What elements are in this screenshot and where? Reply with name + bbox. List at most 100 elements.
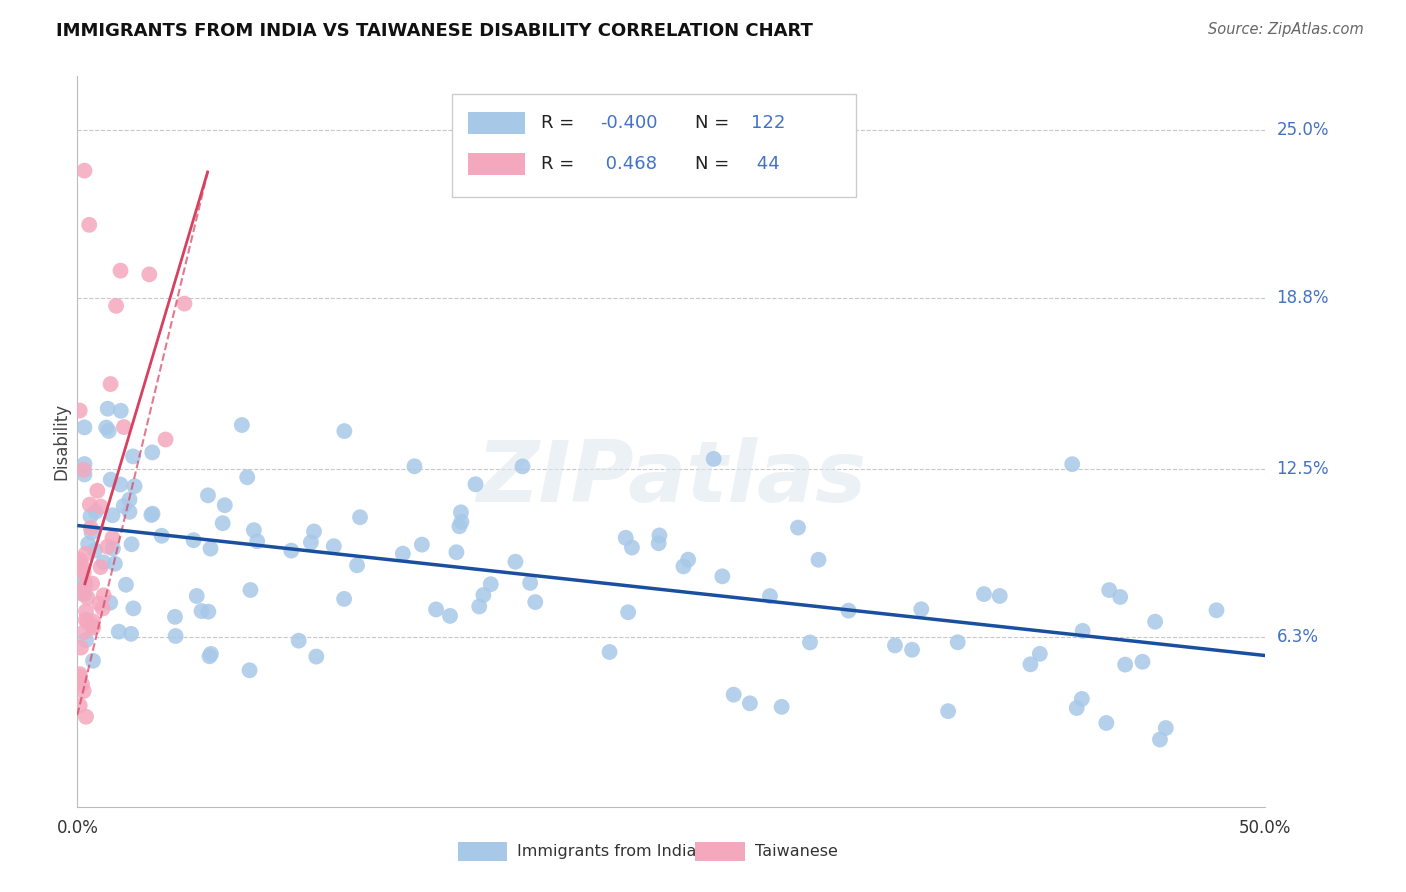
Point xyxy=(124,479,146,493)
Point xyxy=(198,649,221,664)
Point xyxy=(472,588,495,602)
Point xyxy=(97,401,120,416)
Point xyxy=(163,610,186,624)
Point xyxy=(231,417,253,432)
Point xyxy=(70,558,93,572)
Text: Taiwanese: Taiwanese xyxy=(755,844,838,859)
Point xyxy=(155,433,177,447)
Point xyxy=(243,523,266,537)
Point xyxy=(464,477,486,491)
Point xyxy=(75,613,97,627)
Point xyxy=(1062,457,1084,471)
Point xyxy=(183,533,205,548)
Point xyxy=(1109,590,1132,604)
Point xyxy=(121,537,143,551)
Point xyxy=(1066,701,1088,715)
Point xyxy=(69,586,91,600)
Point xyxy=(118,492,141,507)
Point xyxy=(112,420,135,434)
Point xyxy=(73,624,96,639)
Point xyxy=(69,670,91,684)
Point xyxy=(703,451,725,466)
Point xyxy=(246,534,269,549)
Point xyxy=(69,698,91,713)
Point xyxy=(138,268,160,282)
Point xyxy=(711,569,734,583)
Point xyxy=(1114,657,1136,672)
FancyBboxPatch shape xyxy=(468,112,526,135)
Point xyxy=(80,521,103,535)
Text: ZIPatlas: ZIPatlas xyxy=(477,436,866,520)
Point xyxy=(599,645,621,659)
Text: Immigrants from India: Immigrants from India xyxy=(517,844,696,859)
Point xyxy=(807,553,830,567)
Point xyxy=(96,420,118,434)
Point xyxy=(105,299,128,313)
Text: N =: N = xyxy=(695,154,735,172)
Point xyxy=(73,463,96,477)
Point xyxy=(186,589,208,603)
Point xyxy=(93,588,115,602)
Point xyxy=(901,642,924,657)
Point xyxy=(100,473,122,487)
Point xyxy=(505,555,527,569)
Point xyxy=(110,477,132,491)
Point xyxy=(101,541,124,556)
FancyBboxPatch shape xyxy=(451,95,855,196)
Point xyxy=(104,557,127,571)
Point xyxy=(76,615,98,629)
Point xyxy=(973,587,995,601)
Point xyxy=(120,627,142,641)
Point xyxy=(349,510,371,524)
Point xyxy=(77,218,100,232)
Point xyxy=(82,654,104,668)
Text: IMMIGRANTS FROM INDIA VS TAIWANESE DISABILITY CORRELATION CHART: IMMIGRANTS FROM INDIA VS TAIWANESE DISAB… xyxy=(56,22,813,40)
Point xyxy=(1144,615,1167,629)
Point xyxy=(70,677,93,691)
Text: 12.5%: 12.5% xyxy=(1277,459,1329,477)
Point xyxy=(200,647,222,661)
Point xyxy=(82,615,104,629)
Text: 25.0%: 25.0% xyxy=(1277,121,1329,139)
Point xyxy=(91,601,114,615)
Point xyxy=(76,591,98,605)
Point xyxy=(512,459,534,474)
Point xyxy=(101,508,124,523)
Text: 122: 122 xyxy=(751,114,786,132)
Point xyxy=(77,537,100,551)
Point xyxy=(1071,624,1094,638)
Point xyxy=(90,560,112,574)
Point xyxy=(838,604,860,618)
Point xyxy=(524,595,547,609)
Text: Source: ZipAtlas.com: Source: ZipAtlas.com xyxy=(1208,22,1364,37)
Point xyxy=(1132,655,1154,669)
Point xyxy=(1154,721,1177,735)
Point xyxy=(1205,603,1227,617)
Text: N =: N = xyxy=(695,114,735,132)
Point xyxy=(141,508,163,522)
Point xyxy=(759,589,782,603)
Point xyxy=(305,649,328,664)
Point xyxy=(799,635,821,649)
Point xyxy=(173,296,195,310)
Text: R =: R = xyxy=(541,114,579,132)
Point xyxy=(118,505,141,519)
Point xyxy=(97,424,120,438)
Text: 6.3%: 6.3% xyxy=(1277,628,1319,646)
Point xyxy=(936,704,959,718)
Point xyxy=(787,520,810,534)
Point xyxy=(479,577,502,591)
Point xyxy=(97,540,120,554)
Point xyxy=(648,528,671,542)
Point xyxy=(69,553,91,567)
Point xyxy=(617,605,640,619)
Point xyxy=(190,604,212,618)
Point xyxy=(236,470,259,484)
Point xyxy=(73,163,96,178)
Point xyxy=(200,541,222,556)
Point xyxy=(446,545,468,559)
Point xyxy=(884,639,907,653)
Point xyxy=(910,602,932,616)
Point xyxy=(425,602,447,616)
Point xyxy=(287,633,309,648)
